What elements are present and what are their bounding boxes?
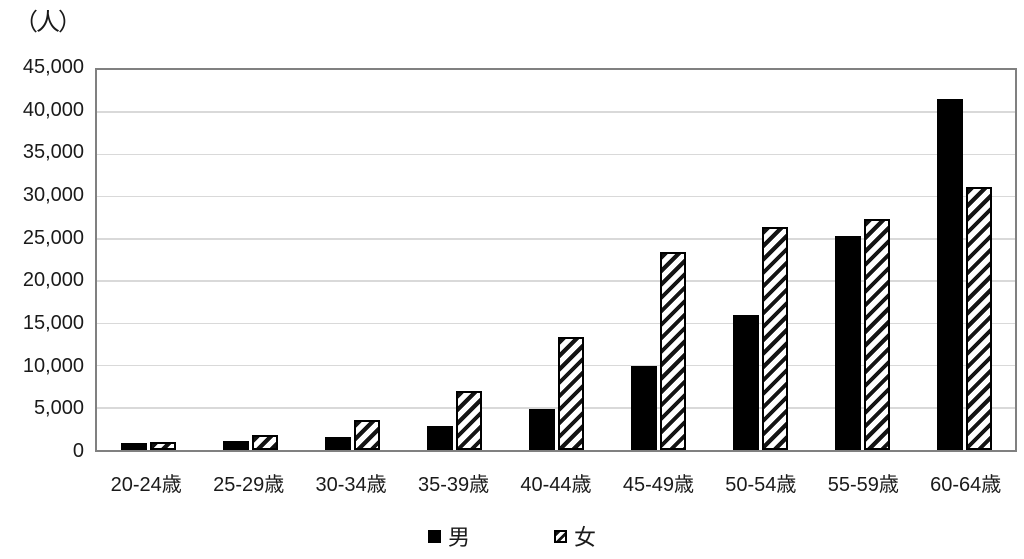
- bar-female-20-24: [149, 441, 176, 450]
- x-tick-label: 45-49歳: [622, 474, 694, 496]
- hatched-square-icon: [554, 529, 567, 543]
- bar-male-55-59: [834, 235, 861, 450]
- gridline: [97, 153, 1015, 156]
- bar-group-30-34: [301, 70, 403, 450]
- bar-male-50-54: [732, 314, 759, 450]
- y-tick-label: 0: [72, 440, 84, 463]
- solid-square-icon: [427, 529, 441, 543]
- gridline: [97, 111, 1015, 113]
- bar-group-55-59: [811, 70, 913, 450]
- bar-female-30-34: [353, 419, 380, 450]
- gridline: [97, 238, 1015, 240]
- legend-item-male: 男: [427, 520, 470, 552]
- y-tick-label: 35,000: [22, 141, 84, 164]
- bar-group-35-39: [403, 70, 505, 450]
- x-tick-label: 55-59歳: [827, 474, 899, 496]
- bar-female-45-49: [659, 251, 686, 450]
- y-axis-tick-labels: 0 5,000 10,000 15,000 20,000 25,000 30,000 35,0…: [0, 56, 84, 462]
- legend-label: 男: [447, 525, 470, 550]
- bar-female-60-64: [965, 187, 992, 450]
- legend: 男女: [0, 520, 1024, 552]
- gridline: [97, 407, 1015, 409]
- y-tick-label: 25,000: [22, 226, 84, 249]
- bar-male-20-24: [120, 443, 147, 450]
- bar-male-30-34: [324, 436, 351, 450]
- bar-female-55-59: [863, 219, 890, 450]
- bar-female-50-54: [761, 227, 788, 450]
- gridline: [97, 280, 1015, 282]
- bar-group-50-54: [709, 70, 811, 450]
- x-tick-label: 30-34歳: [315, 474, 387, 496]
- y-tick-label: 40,000: [22, 98, 84, 121]
- y-tick-label: 10,000: [22, 354, 84, 377]
- bar-male-25-29: [222, 440, 249, 450]
- bar-group-60-64: [913, 70, 1015, 450]
- bar-female-40-44: [557, 336, 584, 450]
- y-axis-unit-label: （人）: [14, 9, 82, 36]
- bar-male-60-64: [936, 98, 963, 450]
- bar-female-25-29: [251, 434, 278, 450]
- x-tick-label: 40-44歳: [520, 474, 592, 496]
- bar-group-25-29: [199, 70, 301, 450]
- y-tick-label: 20,000: [22, 269, 84, 292]
- x-axis-tick-labels: 20-24歳 25-29歳 30-34歳 35-39歳 40-44歳 45-49歳 50-5…: [95, 468, 1017, 497]
- bar-male-45-49: [630, 366, 657, 450]
- bar-groups: [97, 70, 1015, 450]
- x-tick-label: 50-54歳: [725, 474, 797, 496]
- plot-area: [95, 68, 1017, 452]
- x-tick-label: 20-24歳: [110, 474, 182, 496]
- x-tick-label: 25-29歳: [213, 474, 285, 496]
- bar-group-40-44: [505, 70, 607, 450]
- y-tick-label: 5,000: [33, 397, 84, 420]
- bar-group-20-24: [97, 70, 199, 450]
- gridline: [97, 195, 1015, 198]
- bar-group-45-49: [607, 70, 709, 450]
- gridline: [97, 364, 1015, 367]
- y-tick-label: 15,000: [22, 312, 84, 335]
- bar-male-35-39: [426, 426, 453, 450]
- y-tick-label: 45,000: [22, 56, 84, 79]
- x-tick-label: 35-39歳: [417, 474, 490, 496]
- legend-label: 女: [574, 525, 597, 550]
- bar-male-40-44: [528, 408, 555, 450]
- bar-female-35-39: [455, 390, 482, 450]
- y-tick-label: 30,000: [22, 184, 84, 207]
- x-tick-label: 60-64歳: [930, 474, 1002, 496]
- legend-item-female: 女: [554, 520, 596, 552]
- gridline: [97, 322, 1015, 325]
